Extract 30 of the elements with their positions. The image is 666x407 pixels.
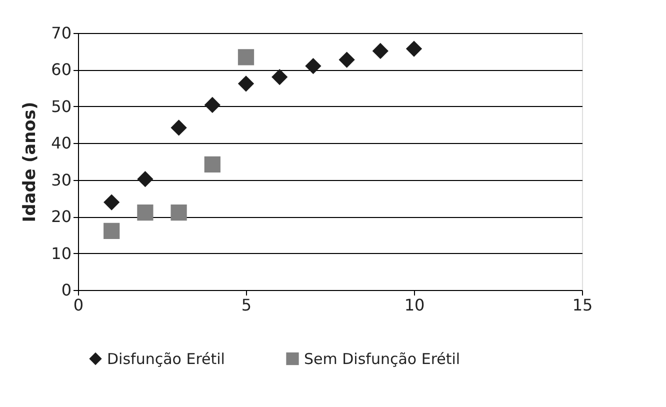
x-tick-label: 10 — [404, 296, 425, 314]
point — [272, 68, 288, 86]
legend-label: Disfunção Erétil — [107, 350, 225, 368]
x-tick-label: 15 — [572, 296, 593, 314]
y-tick-label: 40 — [51, 134, 72, 153]
point — [104, 222, 120, 239]
point — [104, 194, 120, 210]
y-axis-title: Idade (anos) — [20, 102, 40, 222]
legend-label: Sem Disfunção Erétil — [304, 350, 460, 368]
point — [238, 49, 254, 66]
x-tick-label: 5 — [241, 296, 252, 314]
point — [372, 42, 388, 60]
point — [204, 96, 220, 114]
y-tick-label: 60 — [51, 60, 72, 80]
y-tick-label: 10 — [51, 244, 72, 263]
y-tick-label: 70 — [51, 24, 72, 42]
x-tick-label: 0 — [73, 296, 84, 314]
point — [238, 76, 254, 92]
point — [170, 120, 187, 136]
point — [204, 156, 220, 172]
point — [170, 204, 187, 221]
y-tick-label: 50 — [51, 96, 72, 116]
y-tick-label: 20 — [51, 207, 72, 226]
point — [137, 204, 154, 221]
y-tick-label: 0 — [61, 280, 72, 300]
point — [305, 58, 322, 74]
point — [137, 171, 154, 188]
point — [338, 52, 355, 68]
point — [406, 40, 422, 57]
y-tick-label: 30 — [51, 170, 72, 190]
